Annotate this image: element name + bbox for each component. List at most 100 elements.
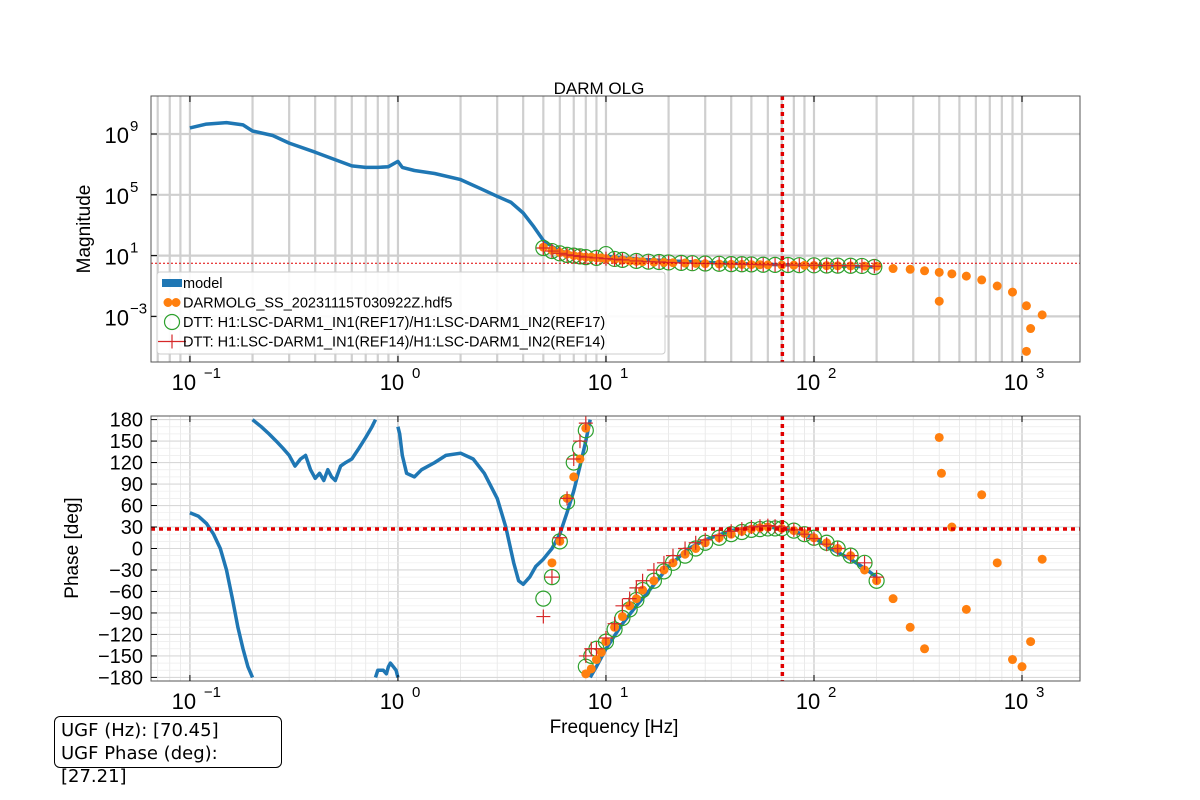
magnitude-ticks: 10 −1 10 0 10 1 10 2 10 310 −310 110 510 9: [105, 96, 1044, 395]
data-point: [888, 264, 898, 274]
y-tick-label: −180: [98, 667, 143, 689]
data-point: [646, 562, 661, 577]
data-point: [566, 451, 581, 466]
data-point: [1017, 662, 1027, 672]
x-tick-exponent: 3: [1036, 684, 1044, 701]
data-point: [768, 257, 783, 272]
data-point: [586, 664, 596, 674]
data-point: [625, 601, 635, 611]
data-point: [947, 269, 957, 279]
data-point: [860, 565, 870, 575]
data-point: [992, 558, 1002, 568]
data-point: [744, 520, 759, 535]
phase-ticks: 10 −1 10 0 10 1 10 2 10 31801501209060300−30−60−9…: [98, 410, 1044, 714]
data-point: [572, 249, 587, 264]
series-line-model: [373, 661, 400, 678]
y-tick-label: 10: [105, 305, 129, 330]
data-point: [698, 532, 713, 547]
x-tick-exponent: 2: [828, 684, 836, 701]
data-point: [905, 622, 915, 632]
x-tick-label: 10: [172, 689, 196, 714]
data-point: [843, 548, 858, 563]
x-tick-exponent: 1: [620, 684, 628, 701]
y-tick-label: 90: [121, 474, 143, 496]
data-point: [830, 541, 845, 556]
legend-handle-measurement: [171, 298, 181, 307]
data-point: [615, 598, 630, 613]
phase-panel: 10 −1 10 0 10 1 10 2 10 31801501209060300−30−60−9…: [62, 410, 1081, 738]
data-point: [806, 531, 821, 546]
x-tick-exponent: 0: [412, 684, 420, 701]
series-line-model: [396, 419, 592, 587]
data-point: [607, 252, 622, 267]
data-point: [756, 257, 771, 272]
magnitude-ugf-markers: [151, 96, 1080, 362]
y-tick-exponent: 5: [130, 179, 138, 196]
y-tick-label: 10: [105, 245, 129, 270]
x-tick-label: 10: [380, 689, 404, 714]
data-point: [544, 244, 559, 259]
y-tick-exponent: 9: [130, 118, 138, 135]
data-point: [572, 434, 587, 449]
data-point: [535, 590, 552, 607]
x-tick-label: 10: [588, 370, 612, 395]
x-tick-exponent: 2: [828, 365, 836, 382]
legend-entry-label: DARMOLG_SS_20231115T030922Z.hdf5: [183, 296, 453, 312]
series-line-model: [189, 511, 255, 679]
magnitude-ylabel: Magnitude: [74, 185, 95, 274]
data-point: [905, 264, 915, 274]
data-point: [1007, 287, 1017, 297]
x-tick-label: 10: [380, 370, 404, 395]
data-point: [578, 416, 593, 431]
data-point: [1021, 346, 1031, 356]
series-line-model: [251, 418, 378, 483]
y-tick-label: 10: [105, 123, 129, 148]
data-point: [724, 524, 739, 539]
ugf-annotation-box: UGF (Hz): [70.45] UGF Phase (deg): [27.2…: [54, 716, 282, 787]
data-point: [596, 647, 606, 657]
data-point: [661, 255, 676, 270]
data-point: [665, 548, 680, 563]
data-point: [744, 257, 759, 272]
legend-handle-measurement: [163, 298, 173, 307]
x-tick-exponent: 1: [620, 365, 628, 382]
chart-title: DARM OLG: [554, 79, 645, 98]
y-tick-exponent: 1: [130, 240, 138, 257]
data-point: [552, 246, 567, 261]
frequency-xlabel: Frequency [Hz]: [550, 717, 679, 738]
y-tick-label: −30: [109, 560, 143, 582]
data-point: [544, 570, 559, 585]
y-tick-label: 10: [105, 184, 129, 209]
phase-ylabel: Phase [deg]: [62, 497, 83, 598]
data-point: [934, 267, 944, 277]
data-point: [578, 250, 593, 265]
data-point: [920, 644, 930, 654]
data-point: [617, 612, 627, 622]
data-point: [622, 591, 637, 606]
data-point: [635, 573, 650, 588]
legend: model DARMOLG_SS_20231115T030922Z.hdf5 DTT…: [156, 271, 666, 355]
data-point: [629, 580, 644, 595]
y-tick-label: 180: [110, 410, 143, 432]
data-point: [934, 432, 944, 442]
data-point: [678, 541, 693, 556]
data-point: [552, 530, 567, 545]
data-point: [668, 558, 678, 568]
data-point: [961, 604, 971, 614]
x-tick-exponent: −1: [204, 684, 221, 701]
data-point: [977, 275, 987, 285]
data-point: [819, 537, 834, 552]
y-tick-label: 150: [110, 431, 143, 453]
data-point: [867, 259, 882, 274]
data-point: [1007, 655, 1017, 665]
data-point: [591, 655, 601, 665]
data-point: [566, 248, 581, 263]
data-point: [536, 241, 551, 255]
data-point: [961, 271, 971, 281]
data-point: [560, 247, 575, 262]
y-tick-label: −90: [109, 603, 143, 625]
data-point: [1026, 324, 1036, 334]
data-point: [977, 490, 987, 500]
magnitude-panel: 10 −1 10 0 10 1 10 2 10 310 −310 110 510 9 DARM OLG M…: [74, 79, 1081, 395]
